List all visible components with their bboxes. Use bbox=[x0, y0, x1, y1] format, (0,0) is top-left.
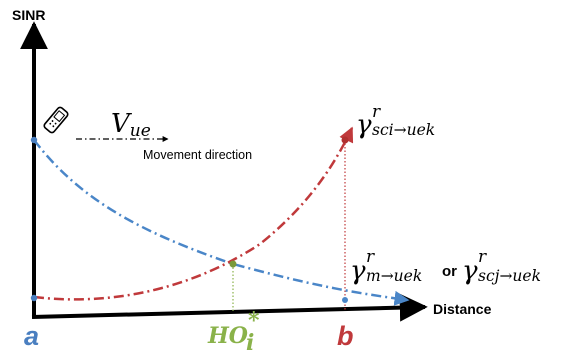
gamma-sci-subscript: sci→uek bbox=[372, 121, 435, 139]
point-b-label: b bbox=[337, 321, 354, 351]
x-axis-label: Distance bbox=[433, 301, 492, 317]
point-b-dot bbox=[342, 297, 348, 303]
gamma-m-label: γ bbox=[350, 256, 366, 286]
ho-superscript: * bbox=[248, 308, 260, 334]
or-text: or bbox=[442, 263, 457, 280]
ho-intersection-dot bbox=[229, 260, 237, 268]
gamma-scj-label: γ bbox=[462, 256, 478, 286]
point-a-dot bbox=[30, 294, 38, 302]
point-b-top-dot bbox=[341, 136, 349, 144]
mobile-phone-icon bbox=[43, 106, 69, 134]
velocity-label: Vue bbox=[111, 109, 151, 141]
ho-subscript: i bbox=[246, 330, 254, 356]
movement-caption: Movement direction bbox=[143, 148, 252, 162]
gamma-m-subscript: m→uek bbox=[366, 267, 422, 285]
x-axis bbox=[31, 293, 428, 322]
gamma-scj-subscript: scj→uek bbox=[478, 267, 541, 285]
red-increasing-curve bbox=[33, 126, 354, 301]
point-a-label: a bbox=[24, 321, 39, 351]
gamma-scj-superscript: r bbox=[478, 247, 487, 267]
gamma-sci-label: γ bbox=[356, 110, 372, 140]
gamma-sci-superscript: r bbox=[372, 102, 381, 122]
gamma-m-superscript: r bbox=[366, 247, 375, 267]
ho-label: HO bbox=[207, 323, 248, 349]
y-axis-label: SINR bbox=[12, 7, 45, 23]
point-a-top-dot bbox=[30, 136, 38, 144]
blue-decreasing-curve bbox=[33, 139, 410, 306]
